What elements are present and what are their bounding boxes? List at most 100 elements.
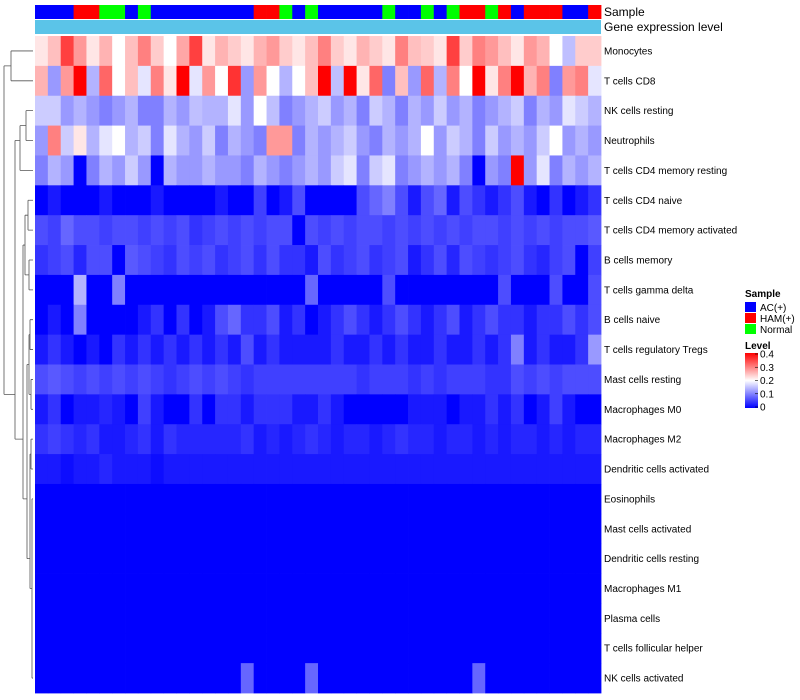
- row-label: T cells follicular helper: [604, 644, 703, 655]
- heatmap-cell: [112, 65, 126, 97]
- heatmap-cell: [382, 245, 396, 276]
- dendrogram-branch: [10, 50, 33, 82]
- heatmap-cell: [523, 36, 538, 67]
- heatmap-cell: [202, 543, 216, 574]
- sample-cell: [137, 5, 152, 19]
- heatmap-cell: [253, 454, 267, 485]
- heatmap-cell: [150, 274, 165, 306]
- sample-cell: [253, 5, 267, 19]
- heatmap-cell: [47, 364, 62, 395]
- heatmap-cell: [305, 334, 319, 365]
- heatmap-cell: [125, 95, 139, 126]
- heatmap-cell: [35, 274, 49, 306]
- heatmap-cell: [395, 573, 409, 604]
- heatmap-cell: [137, 364, 152, 395]
- heatmap-cell: [227, 95, 242, 126]
- heatmap-cell: [73, 155, 87, 186]
- heatmap-cell: [47, 185, 62, 216]
- heatmap-cell: [382, 125, 396, 156]
- heatmap-cell: [562, 573, 576, 604]
- heatmap-cell: [60, 155, 74, 186]
- heatmap-cell: [125, 274, 139, 306]
- heatmap-cell: [227, 274, 242, 306]
- heatmap-cell: [433, 633, 448, 664]
- heatmap-cell: [112, 334, 126, 365]
- heatmap-cell: [433, 274, 448, 306]
- heatmap-cell: [369, 543, 383, 574]
- heatmap-cell: [408, 155, 422, 186]
- heatmap-cell: [163, 364, 177, 395]
- heatmap-cell: [408, 304, 422, 336]
- sample-cell: [459, 5, 473, 19]
- heatmap-cell: [588, 513, 602, 545]
- heatmap-cell: [369, 155, 383, 186]
- dendrogram-branch: [31, 498, 33, 679]
- sample-cell: [73, 5, 87, 19]
- heatmap-cell: [47, 394, 62, 425]
- heatmap-cell: [215, 245, 229, 276]
- heatmap-cell: [266, 274, 280, 306]
- heatmap-cell: [163, 155, 177, 186]
- heatmap-cell: [318, 95, 332, 126]
- heatmap-cell: [420, 274, 435, 306]
- heatmap-cell: [485, 394, 499, 425]
- heatmap-cell: [240, 155, 255, 186]
- heatmap-cell: [215, 573, 229, 604]
- heatmap-cell: [536, 125, 550, 156]
- heatmap-cell: [125, 424, 139, 455]
- heatmap-cell: [240, 334, 255, 365]
- heatmap-cell: [420, 95, 435, 126]
- heatmap-cell: [137, 334, 152, 365]
- heatmap-cell: [176, 65, 190, 97]
- heatmap-cell: [99, 424, 113, 455]
- sample-cell: [35, 5, 49, 19]
- heatmap-cell: [420, 364, 435, 395]
- heatmap-cell: [318, 185, 332, 216]
- heatmap-cell: [279, 36, 293, 67]
- heatmap-cell: [420, 603, 435, 634]
- heatmap-cell: [189, 36, 203, 67]
- heatmap-cell: [382, 215, 396, 246]
- heatmap-cell: [536, 483, 550, 515]
- heatmap-cell: [253, 245, 267, 276]
- heatmap-cell: [433, 513, 448, 545]
- heatmap-cell: [408, 65, 422, 97]
- heatmap-cell: [446, 155, 460, 186]
- heatmap-cell: [433, 454, 448, 485]
- heatmap-cell: [446, 633, 460, 664]
- heatmap-cell: [356, 513, 370, 545]
- sample-cell: [163, 5, 177, 19]
- heatmap-cell: [292, 543, 306, 574]
- heatmap-cell: [35, 245, 49, 276]
- heatmap-cell: [99, 603, 113, 634]
- heatmap-cell: [305, 155, 319, 186]
- heatmap-cell: [202, 304, 216, 336]
- heatmap-cell: [266, 513, 280, 545]
- sample-cell: [266, 5, 280, 19]
- heatmap-cell: [305, 603, 319, 634]
- heatmap-cell: [549, 454, 563, 485]
- heatmap-cell: [163, 95, 177, 126]
- heatmap-cell: [330, 215, 345, 246]
- heatmap-cell: [485, 334, 499, 365]
- heatmap-cell: [73, 304, 87, 336]
- heatmap-cell: [472, 394, 486, 425]
- heatmap-cell: [330, 633, 345, 664]
- heatmap-cell: [369, 603, 383, 634]
- heatmap-cell: [318, 394, 332, 425]
- heatmap-cell: [510, 185, 525, 216]
- heatmap-cell: [73, 513, 87, 545]
- heatmap-cell: [279, 483, 293, 515]
- heatmap-cell: [575, 36, 589, 67]
- heatmap-cell: [472, 304, 486, 336]
- heatmap-cell: [395, 125, 409, 156]
- row-label: T cells regulatory Tregs: [604, 345, 708, 356]
- heatmap-cell: [330, 573, 345, 604]
- heatmap-cell: [549, 334, 563, 365]
- heatmap-cell: [176, 155, 190, 186]
- heatmap-cell: [240, 573, 255, 604]
- heatmap-cell: [369, 245, 383, 276]
- heatmap-cell: [240, 65, 255, 97]
- sample-cell: [86, 5, 100, 19]
- heatmap-cell: [510, 663, 525, 694]
